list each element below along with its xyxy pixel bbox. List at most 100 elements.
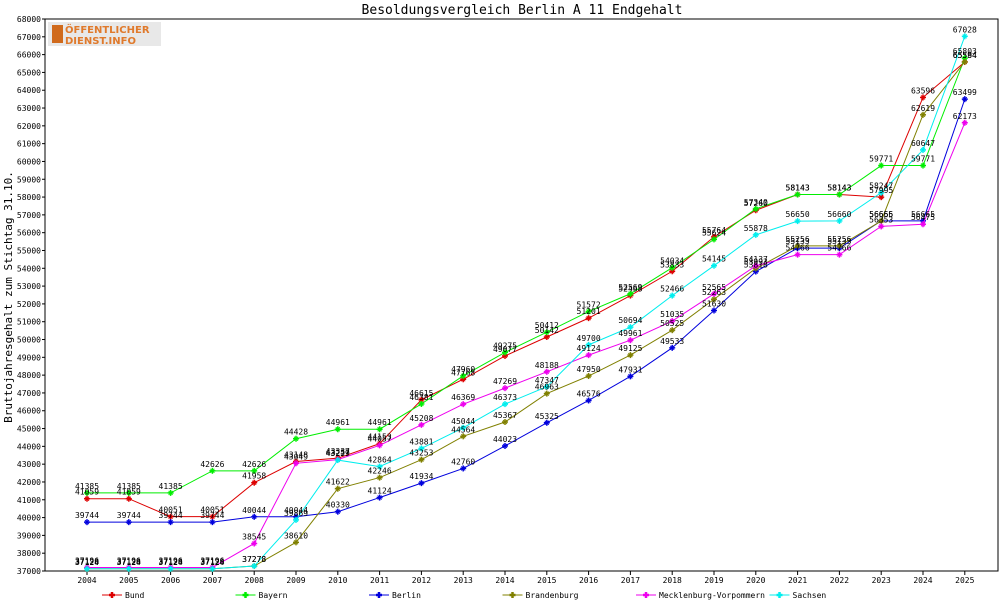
- data-label: 49700: [577, 334, 601, 343]
- y-tick-label: 51000: [17, 318, 41, 327]
- data-label: 37278: [242, 555, 266, 564]
- series-bund: [84, 59, 968, 520]
- data-label: 43229: [326, 449, 350, 458]
- data-point: [125, 519, 132, 526]
- data-point: [502, 401, 508, 408]
- y-tick-label: 48000: [17, 371, 41, 380]
- data-point: [167, 513, 174, 520]
- x-tick-label: 2006: [161, 576, 180, 585]
- data-point: [920, 146, 926, 153]
- data-label: 57260: [744, 199, 768, 208]
- data-label: 43257: [326, 449, 350, 458]
- data-label: 55624: [702, 228, 726, 237]
- data-label: 47960: [451, 365, 475, 374]
- data-point: [794, 251, 801, 258]
- y-tick-label: 49000: [17, 353, 41, 362]
- data-point: [711, 290, 717, 297]
- data-label: 41958: [242, 472, 266, 481]
- data-label: 56660: [827, 210, 851, 219]
- y-tick-label: 64000: [17, 86, 41, 95]
- y-tick-label: 46000: [17, 407, 41, 416]
- series-sachsen: [84, 33, 968, 572]
- y-tick-label: 63000: [17, 104, 41, 113]
- series-line: [87, 61, 966, 570]
- data-point: [125, 495, 132, 502]
- data-point: [460, 376, 467, 383]
- data-point: [543, 368, 550, 375]
- data-label: 52569: [618, 283, 642, 292]
- x-tick-label: 2009: [286, 576, 305, 585]
- y-tick-label: 43000: [17, 460, 41, 469]
- data-label: 56656: [869, 210, 893, 219]
- data-point: [669, 344, 676, 351]
- data-point: [711, 307, 717, 314]
- data-point: [920, 221, 926, 228]
- x-tick-label: 2018: [663, 576, 682, 585]
- x-tick-label: 2004: [77, 576, 96, 585]
- data-point: [543, 419, 550, 426]
- data-label: 42626: [242, 460, 266, 469]
- x-tick-label: 2010: [328, 576, 347, 585]
- data-point: [251, 563, 258, 570]
- data-label: 54034: [660, 257, 684, 266]
- data-label: 37128: [117, 558, 141, 567]
- data-label: 37128: [159, 558, 183, 567]
- data-label: 44564: [451, 425, 475, 434]
- data-point: [84, 495, 90, 502]
- y-tick-label: 62000: [17, 122, 41, 131]
- data-point: [209, 519, 216, 526]
- data-label: 55256: [827, 235, 851, 244]
- data-label: 49125: [618, 344, 642, 353]
- data-label: 49124: [577, 344, 601, 353]
- data-label: 58247: [869, 182, 893, 191]
- legend-item: Sachsen: [769, 591, 826, 600]
- data-label: 57340: [744, 198, 768, 207]
- y-tick-label: 40000: [17, 514, 41, 523]
- chart-title: Besoldungsvergleich Berlin A 11 Endgehal…: [362, 3, 683, 18]
- data-label: 41124: [368, 487, 392, 496]
- legend-label: Bund: [125, 591, 144, 600]
- y-tick-label: 44000: [17, 442, 41, 451]
- data-point: [961, 55, 968, 62]
- x-tick-label: 2024: [913, 576, 932, 585]
- legend-label: Berlin: [392, 591, 421, 600]
- data-point: [794, 218, 801, 225]
- data-label: 52565: [702, 283, 726, 292]
- x-tick-label: 2005: [119, 576, 138, 585]
- data-point: [920, 111, 926, 118]
- data-point: [418, 421, 425, 428]
- data-label: 54766: [786, 244, 810, 253]
- x-tick-label: 2023: [872, 576, 891, 585]
- data-label: 53818: [744, 261, 768, 270]
- data-point: [167, 565, 174, 572]
- data-point: [209, 565, 216, 572]
- data-label: 52468: [618, 285, 642, 294]
- x-tick-label: 2013: [454, 576, 473, 585]
- data-point: [585, 341, 592, 348]
- data-point: [251, 513, 258, 520]
- y-tick-label: 45000: [17, 425, 41, 434]
- data-label: 39744: [200, 511, 224, 520]
- y-tick-label: 37000: [17, 567, 41, 576]
- y-tick-label: 59000: [17, 175, 41, 184]
- data-label: 46369: [451, 393, 475, 402]
- y-ticks: 37000 38000 39000 40000 41000 42000 43000 44000…: [17, 15, 45, 576]
- data-label: 41385: [75, 482, 99, 491]
- data-label: 37124: [117, 558, 141, 567]
- data-point: [209, 513, 216, 520]
- data-label: 41059: [75, 488, 99, 497]
- data-label: 44961: [368, 418, 392, 427]
- legend-item: Bund: [102, 591, 144, 600]
- x-tick-label: 2022: [830, 576, 849, 585]
- data-label: 52466: [660, 285, 684, 294]
- data-point: [794, 191, 801, 198]
- legend-item: Mecklenburg-Vorpommern: [636, 591, 765, 600]
- data-label: 45044: [451, 417, 475, 426]
- data-label: 56665: [911, 210, 935, 219]
- data-label: 42864: [368, 456, 392, 465]
- data-point: [752, 262, 759, 269]
- x-tick-label: 2025: [955, 576, 974, 585]
- data-label: 41059: [117, 488, 141, 497]
- data-point: [669, 327, 676, 334]
